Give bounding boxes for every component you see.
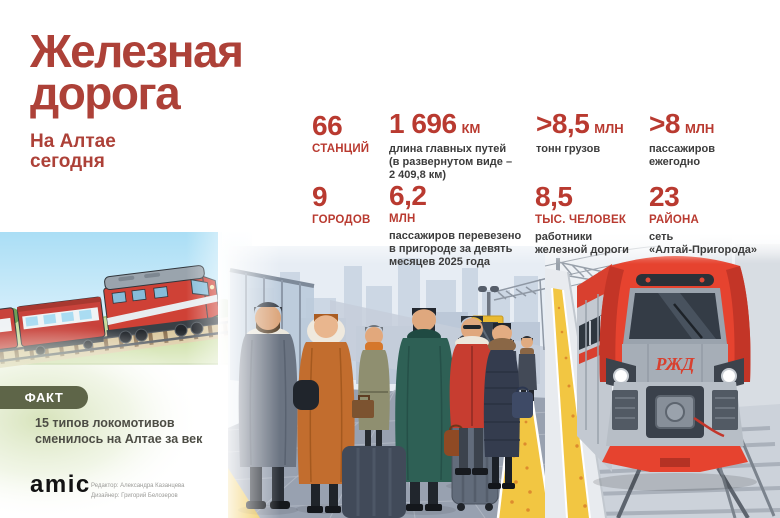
train-front: РЖД — [593, 256, 757, 491]
stat-unit: ГОРОДОВ — [312, 214, 371, 226]
stat-value: 8,5 — [535, 181, 573, 212]
stat-value: 1 696 — [389, 108, 457, 139]
stat-unit: ТЫС. ЧЕЛОВЕК — [535, 214, 627, 226]
briefcase — [352, 400, 374, 418]
stat-value: >8 — [649, 108, 680, 139]
handbag — [293, 380, 319, 410]
illustration: РЖД — [0, 230, 780, 518]
stat-unit: КМ — [461, 121, 481, 136]
gantry — [493, 277, 549, 351]
stat-value: 6,2 — [389, 180, 427, 211]
stat-cities: 9 ГОРОДОВ — [312, 181, 371, 227]
stat-unit: СТАНЦИЙ — [312, 143, 370, 155]
credit-designer: Дизайнер: Григорий Белозеров — [91, 493, 178, 500]
title-line2: дорога — [30, 67, 181, 120]
stat-unit: МЛН — [389, 213, 416, 225]
platform-scene — [218, 230, 552, 518]
amic-logo: amic — [30, 471, 91, 498]
credits: Редактор: Александра Казанцева Дизайнер:… — [91, 481, 185, 501]
stat-value: 66 — [312, 110, 343, 141]
coupler — [665, 402, 685, 422]
woman-orange-coat — [293, 314, 355, 513]
stat-desc: пассажиров ежегодно — [649, 143, 716, 169]
stat-track-length: 1 696 КМ длина главных путей (в развернут… — [389, 110, 512, 183]
credit-editor: Редактор: Александра Казанцева — [91, 483, 185, 489]
stat-desc: пассажиров перевезено в пригороде за дев… — [389, 230, 522, 269]
rzd-logo: РЖД — [655, 354, 696, 374]
man-green-coat — [395, 308, 474, 511]
suitcase-large — [342, 446, 406, 518]
stat-workers: 8,5 ТЫС. ЧЕЛОВЕК работники железной доро… — [535, 183, 629, 257]
headlight-right — [721, 368, 737, 384]
subtitle-line2: сегодня — [30, 151, 105, 173]
stat-unit: РАЙОНА — [649, 214, 699, 226]
man-red-jacket — [444, 316, 495, 475]
title-line1: Железная — [30, 25, 244, 77]
page-title: Железная дорога — [30, 28, 244, 116]
platform-edge — [545, 268, 607, 518]
wiper — [673, 303, 703, 339]
stat-desc: тонн грузов — [536, 143, 601, 155]
stat-desc: длина главных путей (в развернутом виде … — [389, 143, 513, 182]
woman-navy-coat — [483, 323, 533, 489]
stat-cargo: >8,5 МЛН тонн грузов — [536, 110, 624, 156]
navy-bag — [512, 392, 533, 418]
fact-text: 15 типов локомотивов сменилось на Алтае … — [35, 416, 203, 447]
stat-value: >8,5 — [536, 108, 590, 139]
modern-train-scene: РЖД — [544, 230, 780, 518]
stat-value: 23 — [649, 181, 680, 212]
header: Железная дорога На Алтае сегодня — [30, 28, 244, 173]
page-subtitle: На Алтае сегодня — [30, 130, 242, 173]
stat-unit: МЛН — [594, 121, 624, 136]
stat-unit: МЛН — [684, 121, 715, 136]
fact-badge: ФАКТ — [0, 386, 88, 409]
stat-passengers-yearly: >8 МЛН пассажиров ежегодно — [649, 110, 715, 169]
headlight-left — [613, 368, 629, 384]
stat-desc: работники железной дороги — [535, 231, 629, 257]
stat-suburban-passengers: 6,2 МЛН пассажиров перевезено в пригород… — [389, 182, 521, 270]
stat-desc: сеть «Алтай-Пригорода» — [649, 231, 758, 257]
stat-districts: 23 РАЙОНА сеть «Алтай-Пригорода» — [649, 183, 757, 257]
stat-stations: 66 СТАНЦИЙ — [312, 110, 370, 156]
green-glow — [0, 320, 202, 518]
stat-value: 9 — [312, 181, 328, 212]
subtitle-line1: На Алтае — [30, 130, 116, 152]
